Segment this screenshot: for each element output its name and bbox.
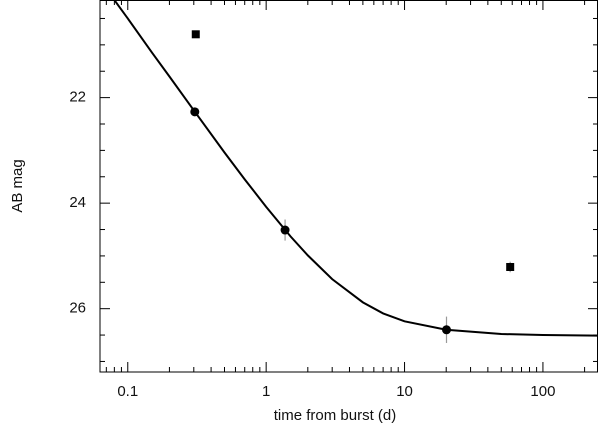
x-tick-label: 1 [262,383,270,400]
y-tick-label: 24 [69,194,86,211]
plot-area [113,0,598,343]
model-curve [113,0,598,337]
y-tick-label: 22 [69,89,86,106]
x-tick-label: 10 [396,383,413,400]
x-axis-label: time from burst (d) [274,407,397,424]
plot-frame [99,0,598,373]
x-tick-label: 100 [530,383,555,400]
data-point [506,262,515,271]
y-axis-label: AB mag [9,159,26,212]
x-tick-label: 0.1 [117,383,138,400]
data-point [191,30,200,39]
y-tick-label: 26 [69,300,86,317]
